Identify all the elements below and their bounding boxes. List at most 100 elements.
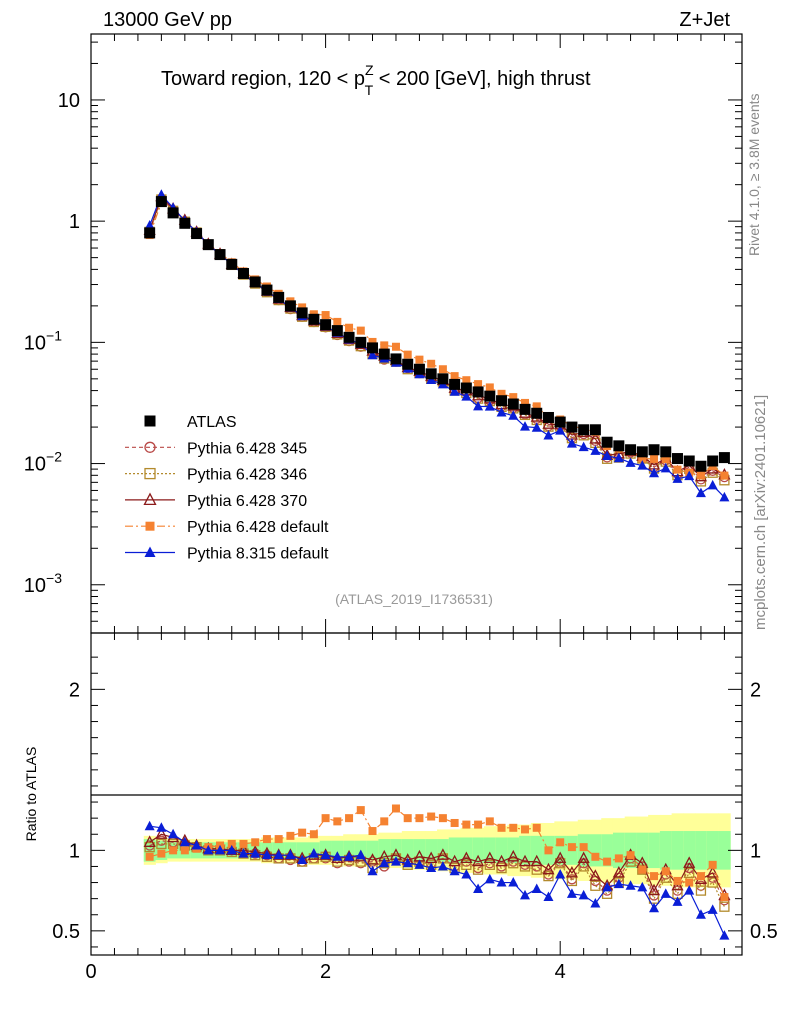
title-sup: Z (365, 62, 374, 78)
y-tick-label: 10−3 (24, 570, 62, 597)
ratio-point-p370 (448, 854, 461, 867)
legend-marker-atlas (144, 415, 156, 427)
x-tick-label: 2 (320, 961, 331, 983)
ratio-point-p8def (344, 851, 355, 861)
point-p370 (542, 417, 555, 429)
ratio-point-p8def (684, 885, 695, 895)
title-post: < 200 [GeV], high thrust (373, 68, 591, 90)
ratio-point-p8def (285, 849, 296, 860)
point-atlas (589, 424, 601, 436)
band-inner-bin (366, 840, 379, 861)
ratio-point-p6def (403, 814, 412, 823)
legend-label-atlas: ATLAS (187, 414, 237, 431)
ratio-point-p8def (156, 822, 167, 832)
ratio-point-p6def (591, 852, 600, 861)
ratio-point-p8def (226, 844, 237, 855)
ratio-y-tick-label: 0.5 (52, 921, 80, 943)
band-inner-bin (695, 831, 708, 870)
ratio-y-tick-label: 2 (69, 679, 80, 701)
ratio-point-p370 (366, 853, 379, 865)
point-atlas (519, 403, 531, 415)
point-p8def (473, 400, 484, 411)
legend-label-p345: Pythia 6.428 345 (187, 440, 307, 457)
band-inner-bin (659, 831, 673, 870)
ratio-point-p6def (567, 843, 576, 852)
point-atlas (507, 398, 519, 410)
point-atlas (144, 227, 156, 239)
point-p8def (719, 491, 730, 502)
legend: ATLAS Pythia 6.428 345 Pythia 6.428 346 Pyt… (125, 414, 329, 563)
point-atlas (542, 411, 554, 423)
ratio-point-p8def (496, 877, 507, 887)
point-p8def (566, 438, 577, 448)
point-p8def (543, 430, 554, 440)
y-tick-label: 10 (58, 90, 80, 112)
ratio-point-p370 (155, 827, 168, 839)
title-pre: Toward region, 120 < p (161, 68, 365, 90)
y-tick-label: 10−1 (24, 327, 62, 354)
ratio-point-p6def (462, 820, 471, 829)
ratio-point-p8def (215, 844, 226, 855)
point-atlas (566, 421, 578, 433)
band-inner-bin (612, 832, 626, 869)
point-atlas (202, 239, 214, 251)
ratio-point-p6def (321, 814, 330, 823)
ratio-point-p370 (683, 856, 696, 868)
ratio-point-p8def (402, 857, 413, 868)
point-atlas (413, 363, 425, 375)
point-atlas (214, 249, 226, 261)
point-p8def (649, 467, 660, 478)
point-atlas (343, 331, 355, 343)
ratio-point-p6def (157, 849, 166, 858)
y-tick-base: 10 (24, 575, 46, 597)
point-p8def (602, 450, 613, 460)
ratio-point-p370 (554, 851, 567, 864)
point-p6def (403, 350, 412, 359)
point-p6def (450, 372, 459, 381)
ratio-point-p6def (485, 817, 494, 826)
main-panel (90, 33, 743, 634)
ratio-point-p8def (437, 860, 448, 871)
ratio-point-p6def (626, 851, 635, 860)
point-p8def (672, 473, 683, 483)
ratio-point-p370 (472, 854, 485, 867)
ratio-point-p370 (647, 883, 661, 896)
ratio-point-p370 (530, 854, 543, 867)
ratio-point-p346 (590, 880, 601, 891)
ratio-point-p8def (578, 889, 589, 900)
ratio-point-p8def (179, 836, 190, 847)
band-inner-bin (331, 840, 344, 861)
ratio-point-p370 (436, 848, 449, 860)
point-p6def (485, 383, 494, 392)
point-p8def (625, 457, 636, 467)
ratio-point-p346 (695, 885, 707, 896)
ratio-point-p346 (637, 864, 648, 875)
point-p6def (720, 471, 729, 480)
band-inner-bin (671, 831, 684, 870)
ratio-point-p370 (706, 865, 719, 878)
band-inner-bin (519, 835, 532, 865)
legend-marker-p370 (143, 492, 157, 506)
point-atlas (554, 416, 566, 428)
ratio-point-p8def (273, 849, 284, 860)
ratio-point-p8def (590, 897, 601, 908)
point-atlas (496, 395, 508, 407)
ratio-point-p6def (286, 831, 295, 840)
point-p8def (555, 425, 566, 435)
ratio-point-p6def (661, 867, 670, 876)
y-tick-exponent: −3 (46, 570, 62, 586)
ratio-point-p6def (251, 838, 260, 847)
ratio-point-p6def (262, 835, 271, 844)
ratio-point-p346 (508, 858, 519, 869)
point-p6def (380, 341, 389, 350)
point-p6def (661, 455, 670, 464)
ratio-point-p6def (345, 814, 354, 823)
point-atlas (402, 358, 414, 370)
point-atlas (613, 440, 625, 452)
point-p6def (474, 380, 483, 389)
ratio-point-p8def (543, 891, 554, 902)
point-atlas (226, 258, 238, 270)
x-tick-label: 0 (85, 961, 96, 983)
